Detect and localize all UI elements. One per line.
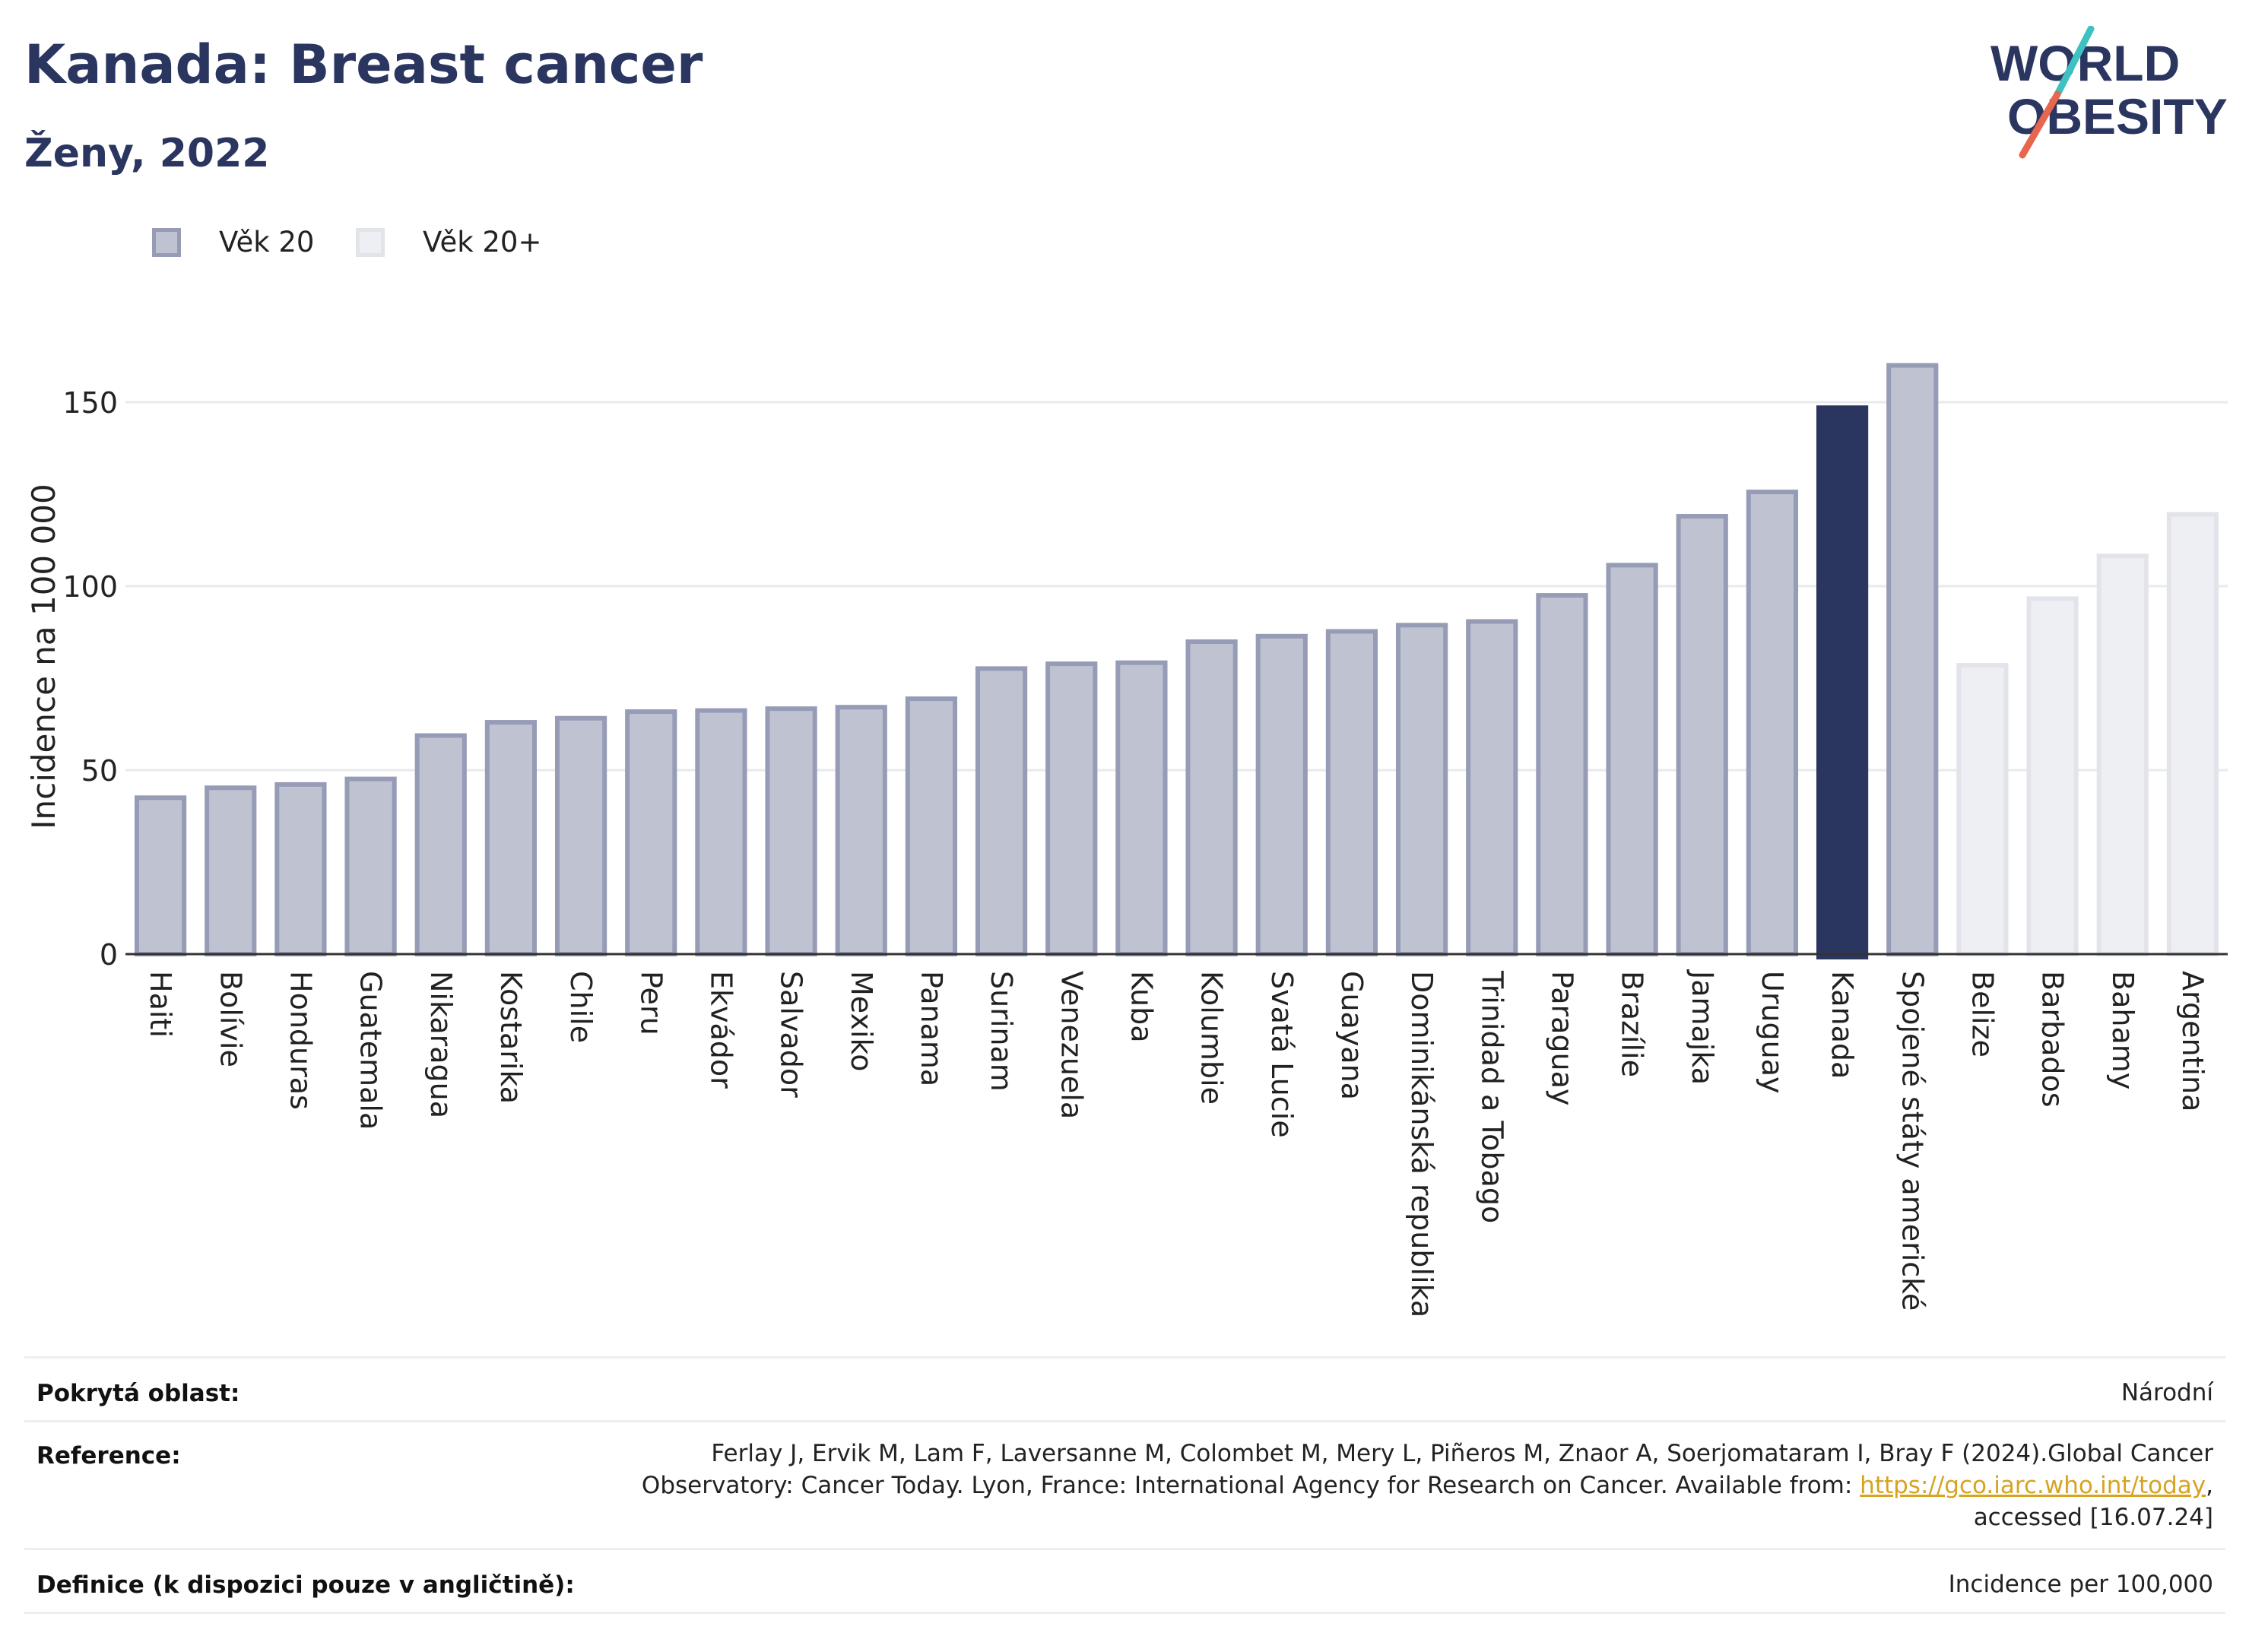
bar-4: [344, 776, 397, 957]
y-tick-label-0: 0: [100, 938, 118, 972]
x-tick-label-10: Salvador: [775, 971, 808, 1098]
bar-10: [765, 706, 817, 956]
x-tick-label-3: Honduras: [284, 971, 317, 1110]
bar-26: [1886, 363, 1939, 957]
bar-12: [905, 696, 958, 956]
y-tick-label-100: 100: [62, 570, 118, 604]
bar-3: [274, 782, 327, 956]
bar-1: [134, 795, 187, 956]
info-table: Pokrytá oblast: Národní Reference: Ferla…: [24, 1356, 2225, 1614]
coverage-label: Pokrytá oblast:: [36, 1380, 240, 1407]
bar-18: [1325, 629, 1378, 956]
x-tick-label-8: Peru: [634, 971, 668, 1035]
x-tick-label-19: Dominikánská republika: [1405, 971, 1439, 1317]
bar-2: [205, 785, 257, 956]
bar-chart: 0 50 100 150 Incidence na 100 000 Haiti Bolívi…: [25, 363, 2228, 1317]
reference-line2-end: ,: [2206, 1472, 2213, 1499]
y-tick-label-50: 50: [81, 754, 118, 788]
world-obesity-logo: WORLD OBESITY: [1990, 26, 2228, 159]
x-tick-label-29: Bahamy: [2106, 971, 2140, 1089]
y-tick-label-150: 150: [62, 386, 118, 420]
logo-line2: OBESITY: [2007, 88, 2228, 144]
x-tick-label-5: Nikaragua: [424, 971, 458, 1118]
x-tick-label-28: Barbados: [2036, 971, 2070, 1108]
legend-swatch-age20plus: [356, 228, 385, 257]
logo-slash-bottom: [2019, 90, 2061, 159]
bar-9: [695, 708, 747, 956]
x-tick-label-23: Jamajka: [1686, 969, 1719, 1085]
reference-value: Ferlay J, Ervik M, Lam F, Laversanne M, …: [642, 1438, 2213, 1533]
definition-value: Incidence per 100,000: [1948, 1571, 2213, 1598]
bar-11: [835, 705, 887, 957]
x-tick-label-6: Kostarika: [494, 971, 528, 1104]
bar-14: [1045, 661, 1098, 956]
x-tick-label-13: Surinam: [985, 971, 1018, 1092]
x-tick-label-1: Haiti: [144, 971, 177, 1038]
reference-label: Reference:: [36, 1442, 181, 1470]
x-tick-label-16: Kolumbie: [1195, 971, 1229, 1105]
x-tick-label-26: Spojené státy americké: [1895, 971, 1929, 1311]
bar-13: [975, 666, 1028, 956]
x-tick-label-9: Ekvádor: [704, 971, 738, 1089]
x-tick-label-21: Paraguay: [1545, 971, 1578, 1105]
x-tick-label-25: Kanada: [1826, 971, 1859, 1079]
bar-7: [554, 715, 607, 956]
x-tick-label-18: Guayana: [1335, 971, 1369, 1100]
page-title: Kanada: Breast cancer: [24, 33, 703, 96]
bar-17: [1255, 633, 1308, 956]
page-subtitle: Ženy, 2022: [24, 131, 270, 176]
reference-line2-text: Observatory: Cancer Today. Lyon, France:…: [641, 1472, 1860, 1499]
legend-swatch-age20: [152, 228, 181, 257]
bar-29: [2096, 553, 2149, 956]
bar-27: [1956, 663, 2009, 956]
x-tick-label-15: Kuba: [1124, 971, 1158, 1043]
bar-8: [625, 709, 677, 956]
x-tick-label-17: Svatá Lucie: [1265, 971, 1299, 1138]
reference-link[interactable]: https://gco.iarc.who.int/today: [1860, 1472, 2206, 1499]
x-tick-label-14: Venezuela: [1055, 971, 1088, 1119]
x-tick-label-20: Trinidad a Tobago: [1475, 970, 1508, 1223]
x-tick-label-2: Bolívie: [214, 971, 247, 1067]
coverage-value: Národní: [2121, 1379, 2213, 1406]
bar-19: [1395, 623, 1448, 956]
bar-30: [2166, 512, 2219, 956]
x-tick-label-12: Panama: [915, 971, 948, 1086]
x-tick-label-11: Mexiko: [845, 971, 878, 1071]
reference-line2: Observatory: Cancer Today. Lyon, France:…: [642, 1470, 2213, 1501]
x-tick-label-30: Argentina: [2176, 971, 2209, 1111]
bar-6: [484, 720, 538, 957]
legend-label-age20plus: Věk 20+: [423, 226, 542, 258]
y-axis-title: Incidence na 100 000: [25, 484, 62, 829]
legend-label-age20: Věk 20: [219, 226, 315, 258]
info-row-definition: Definice (k dispozici pouze v angličtině…: [24, 1550, 2225, 1614]
bar-21: [1536, 593, 1588, 956]
bar-23: [1676, 514, 1728, 957]
logo-slash-top: [2054, 26, 2095, 98]
bar-25: [1816, 405, 1869, 959]
info-row-reference: Reference: Ferlay J, Ervik M, Lam F, Lav…: [24, 1422, 2225, 1550]
bar-5: [414, 733, 467, 957]
bar-15: [1115, 660, 1168, 956]
bar-24: [1746, 490, 1799, 956]
x-tick-label-7: Chile: [564, 971, 598, 1043]
bar-22: [1606, 563, 1658, 956]
x-tick-label-27: Belize: [1965, 971, 1999, 1057]
x-tick-label-24: Uruguay: [1756, 971, 1789, 1094]
bar-28: [2026, 596, 2079, 956]
bar-16: [1185, 639, 1238, 956]
reference-line3: accessed [16.07.24]: [1973, 1504, 2213, 1531]
x-tick-label-4: Guatemala: [354, 971, 388, 1130]
bar-20: [1466, 619, 1518, 956]
definition-label: Definice (k dispozici pouze v angličtině…: [36, 1571, 575, 1599]
x-tick-label-22: Brazílie: [1616, 971, 1649, 1077]
info-row-coverage: Pokrytá oblast: Národní: [24, 1359, 2225, 1422]
reference-line1: Ferlay J, Ervik M, Lam F, Laversanne M, …: [711, 1440, 2213, 1467]
